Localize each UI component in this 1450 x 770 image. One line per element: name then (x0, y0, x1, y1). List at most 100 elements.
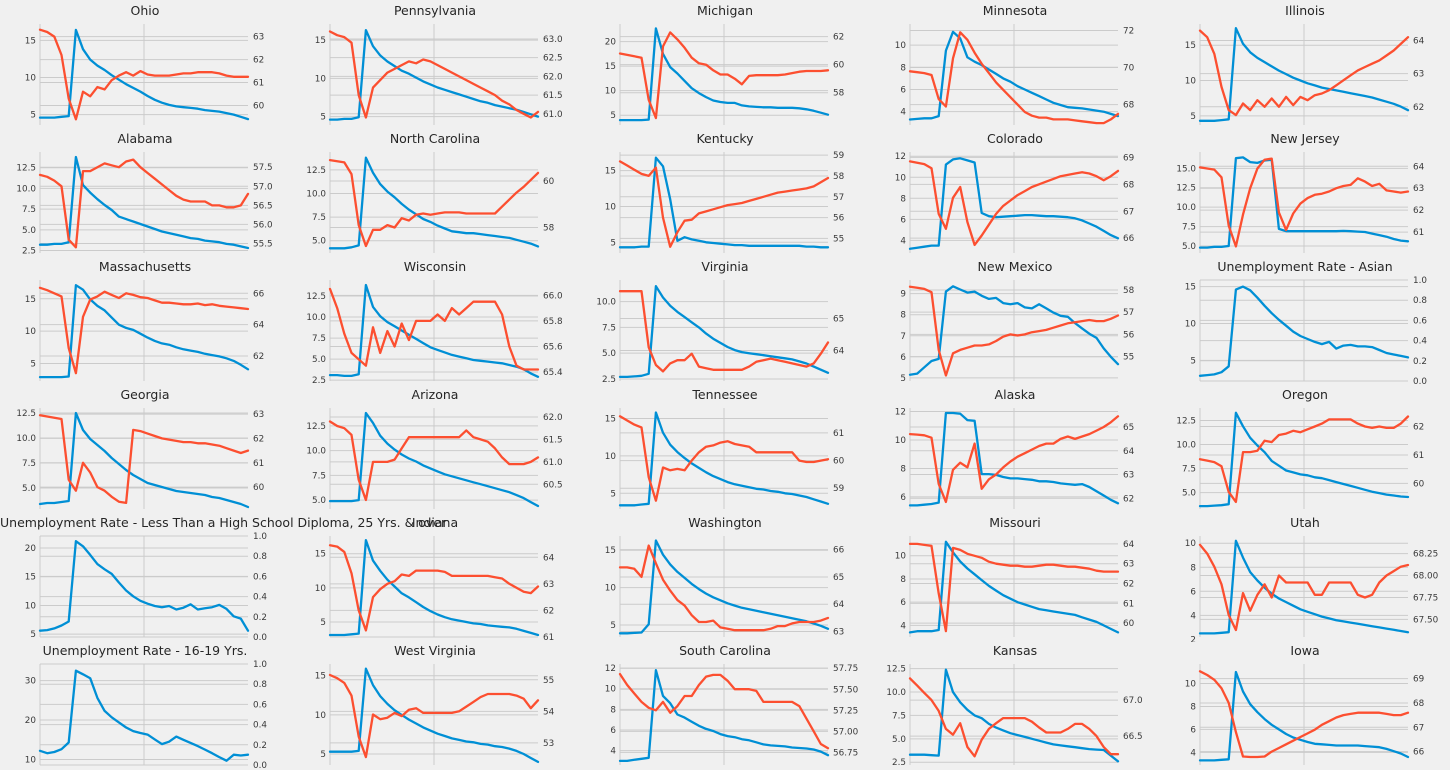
left-axis-tick: 5.0 (22, 484, 36, 494)
chart-title: Wisconsin (403, 259, 467, 274)
chart-plot: 5 10 15 63 64 65 66 (605, 536, 845, 638)
left-axis-tick: 5 (1190, 356, 1196, 366)
secondary-series-line (908, 677, 1120, 758)
primary-series-line (328, 156, 540, 250)
chart-minnesota: Minnesota 4 6 8 10 68 70 72 (870, 2, 1160, 130)
axis-labels: 5 10 15 55 56 57 58 59 (605, 151, 845, 248)
gridlines (39, 535, 248, 638)
right-axis-tick: 63 (1123, 560, 1134, 570)
right-axis-tick: 72 (1123, 26, 1134, 36)
secondary-series-line (908, 160, 1120, 247)
left-axis-tick: 10 (315, 584, 327, 594)
right-axis-tick: 64 (833, 600, 845, 610)
right-axis-tick: 59 (833, 151, 844, 161)
right-axis-tick: 67.0 (1123, 696, 1143, 706)
left-axis-tick: 10 (25, 327, 37, 337)
secondary-series-line (618, 415, 830, 502)
left-axis-tick: 12 (895, 152, 906, 162)
primary-series-line (908, 540, 1120, 634)
chart-wisconsin: Wisconsin 2.5 5.0 7.5 10.0 12.5 65.4 65.6 65.8 66… (290, 258, 580, 386)
right-axis-tick: 63 (833, 628, 844, 638)
chart-alaska: Alaska 6 8 10 12 62 63 64 65 (870, 386, 1160, 514)
right-axis-tick: 63 (1413, 70, 1424, 80)
chart-plot: 5 10 15 55 56 57 58 59 (605, 151, 845, 253)
axis-labels: 2.5 5.0 7.5 10.0 12.5 55.5 56.0 56.5 57.0 57.5 (16, 163, 273, 256)
left-axis-tick: 12.5 (886, 665, 906, 675)
primary-series-line (1198, 539, 1410, 635)
chart-new-mexico: New Mexico 5 6 7 8 9 55 56 57 58 (870, 258, 1160, 386)
left-axis-tick: 6 (1190, 725, 1196, 735)
right-axis-tick: 60 (1413, 479, 1425, 489)
right-axis-tick: 56.75 (833, 748, 858, 758)
chart-oregon: Oregon 5.0 7.5 10.0 12.5 60 61 62 (1160, 386, 1450, 514)
right-axis-tick: 0.6 (1413, 316, 1427, 326)
chart-title: New Mexico (977, 259, 1053, 274)
chart-title: Kentucky (696, 131, 754, 146)
chart-tennessee: Tennessee 5 10 15 59 60 61 (580, 386, 870, 514)
secondary-series-line (618, 544, 830, 632)
chart-title: Alaska (994, 387, 1036, 402)
chart-plot: 5.0 7.5 10.0 12.5 58 60 (306, 152, 555, 253)
left-axis-tick: 10 (605, 584, 617, 594)
right-axis-tick: 58 (1123, 286, 1134, 296)
right-axis-tick: 68 (1123, 180, 1134, 190)
right-axis-tick: 57 (833, 193, 844, 203)
chart-plot: 2 4 6 8 10 67.50 67.75 68.00 68.25 (1185, 536, 1439, 642)
left-axis-tick: 15 (25, 295, 36, 305)
primary-series-line (1198, 411, 1410, 508)
chart-title: Unemployment Rate - Less Than a High Sch… (0, 515, 447, 530)
primary-series-line (908, 285, 1120, 376)
chart-title: Kansas (992, 643, 1038, 658)
secondary-series-line (38, 158, 250, 249)
left-axis-tick: 5 (610, 621, 616, 631)
chart-title: Utah (1290, 515, 1320, 530)
chart-alabama: Alabama 2.5 5.0 7.5 10.0 12.5 55.5 56.0 56.5 57.0… (0, 130, 290, 258)
left-axis-tick: 7.5 (312, 213, 326, 223)
chart-north-carolina: North Carolina 5.0 7.5 10.0 12.5 58 60 (290, 130, 580, 258)
right-axis-tick: 61.0 (543, 458, 563, 468)
left-axis-tick: 8 (1190, 702, 1196, 712)
chart-title: Pennsylvania (393, 3, 477, 18)
left-axis-tick: 10 (895, 173, 907, 183)
right-axis-tick: 60 (1123, 619, 1135, 629)
primary-series-line (38, 155, 250, 250)
chart-georgia: Georgia 5.0 7.5 10.0 12.5 60 61 62 63 (0, 386, 290, 514)
gridlines (909, 664, 1118, 765)
left-axis-tick: 12.5 (306, 166, 326, 176)
chart-plot: 5.0 7.5 10.0 12.5 15.0 61 62 63 64 (1176, 152, 1425, 253)
right-axis-tick: 68.25 (1413, 550, 1438, 560)
right-axis-tick: 0.8 (1413, 296, 1427, 306)
chart-title: Colorado (987, 131, 1043, 146)
axis-labels: 5 10 15 53 54 55 (315, 672, 555, 760)
left-axis-tick: 7.5 (1182, 223, 1196, 233)
secondary-series-line (1198, 415, 1410, 504)
secondary-series-line (38, 286, 250, 375)
chart-kentucky: Kentucky 5 10 15 55 56 57 58 59 (580, 130, 870, 258)
chart-title: Arizona (411, 387, 459, 402)
right-axis-tick: 60 (253, 483, 265, 493)
right-axis-tick: 60.5 (543, 480, 563, 490)
left-axis-tick: 2.5 (602, 375, 616, 385)
right-axis-tick: 0.8 (253, 680, 267, 690)
chart-massachusetts: Massachusetts 5 10 15 62 64 66 (0, 258, 290, 386)
left-axis-tick: 10.0 (16, 434, 36, 444)
right-axis-tick: 67 (1413, 723, 1424, 733)
chart-title: Illinois (1285, 3, 1325, 18)
primary-series-line (328, 411, 540, 508)
axis-labels: 5.0 7.5 10.0 12.5 60.5 61.0 61.5 62.0 (306, 413, 563, 506)
left-axis-tick: 10 (605, 87, 617, 97)
chart-plot: 5.0 7.5 10.0 12.5 60 61 62 (1176, 408, 1425, 509)
axis-labels: 4 6 8 10 60 61 62 63 64 (895, 540, 1135, 631)
right-axis-tick: 64 (1413, 37, 1425, 47)
left-axis-tick: 12 (895, 408, 906, 418)
axis-labels: 5 10 15 61 62 63 64 (315, 550, 555, 642)
right-axis-tick: 62 (1413, 103, 1424, 113)
secondary-series-line (908, 415, 1120, 504)
secondary-series-line (618, 290, 830, 373)
left-axis-tick: 10 (25, 601, 37, 611)
left-axis-tick: 5.0 (22, 226, 36, 236)
right-axis-tick: 62 (1123, 494, 1134, 504)
secondary-series-line (328, 30, 540, 119)
